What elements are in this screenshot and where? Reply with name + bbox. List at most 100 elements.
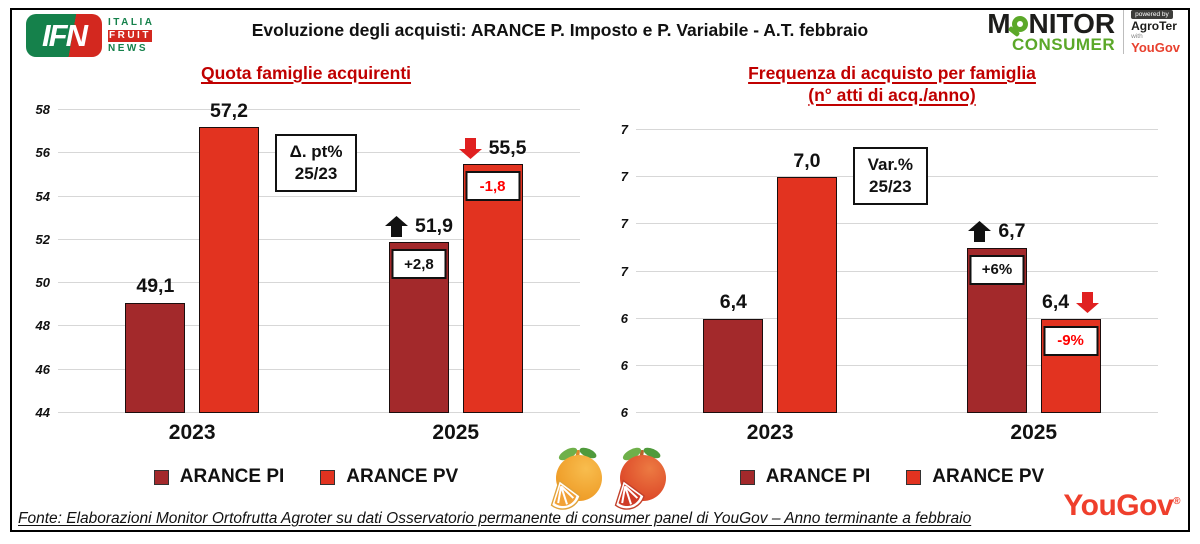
y-axis-tick-label: 50 — [35, 275, 50, 291]
bar-value-text: 49,1 — [136, 275, 175, 298]
y-axis-tick-label: 56 — [35, 145, 50, 161]
gridline — [58, 412, 580, 413]
bar-value-label: 6,4 — [648, 291, 818, 315]
bar-value-text: 57,2 — [209, 99, 248, 122]
monitor-consumer-logo: M NITOR CONSUMER powered by AgroTer with … — [987, 10, 1180, 54]
legend-item-arance-pi: ARANCE PI — [153, 466, 284, 488]
y-axis-tick-label: 7 — [620, 216, 628, 232]
chart-panel-quota-famiglie: Quota famiglie acquirenti 58 56 54 52 50 48 46… — [18, 58, 594, 510]
legend-label-arance-pv: ARANCE PV — [346, 466, 459, 487]
bar-arance-pi-2023 — [703, 318, 764, 413]
ifn-logo: IFN ITALIA FRUIT NEWS — [26, 14, 154, 57]
down-arrow-icon — [458, 137, 482, 159]
change-badge: +6% — [969, 254, 1025, 285]
bar-value-label: 55,5 — [408, 136, 578, 160]
chart-title-quota-text: Quota famiglie acquirenti — [200, 63, 412, 83]
y-axis-tick-label: 7 — [620, 169, 628, 185]
change-badge: +2,8 — [391, 249, 447, 280]
chart-title-frequenza-line2: (n° atti di acq./anno) — [808, 85, 976, 105]
gridline — [58, 368, 580, 370]
legend-swatch-arance-pi — [153, 469, 169, 485]
bar-value-text: 55,5 — [488, 136, 527, 159]
bar-value-label: 7,0 — [722, 149, 892, 173]
yougov-logo: YouGov® — [1063, 489, 1180, 523]
x-axis-category-label: 2023 — [168, 421, 216, 444]
x-axis-category-label: 2025 — [432, 421, 480, 444]
orange-icon — [550, 447, 602, 510]
note-line1: Δ. pt% — [289, 142, 343, 162]
comparison-note-box: Δ. pt% 25/23 — [274, 134, 358, 193]
bar-value-label: 51,9 — [334, 214, 504, 238]
ifn-badge-icon: IFN — [26, 14, 102, 57]
ifn-italia-label: ITALIA — [108, 16, 155, 28]
bar-value-label: 6,4 — [986, 291, 1156, 315]
bar-value-label: 57,2 — [144, 99, 314, 123]
y-axis-tick-label: 44 — [35, 405, 50, 420]
bar-arance-pi-2023 — [125, 302, 186, 413]
gridline — [58, 325, 580, 327]
gridline — [636, 364, 1158, 366]
monitor-consumer-wordmark: M NITOR CONSUMER — [987, 8, 1116, 54]
blood-orange-icon — [614, 447, 666, 510]
bar-value-text: 6,4 — [719, 291, 747, 314]
y-axis-tick-label: 54 — [35, 188, 50, 204]
gridline — [58, 195, 580, 197]
y-axis-tick-label: 6 — [620, 310, 628, 326]
y-axis-tick-label: 7 — [620, 122, 628, 137]
note-line2: 25/23 — [294, 164, 338, 184]
y-axis-tick-label: 46 — [35, 361, 50, 377]
orange-icons — [550, 447, 666, 510]
bar-arance-pv-2023 — [198, 127, 259, 413]
chart-title-frequenza: Frequenza di acquisto per famiglia (n° a… — [600, 62, 1184, 106]
down-arrow-icon — [1076, 292, 1100, 314]
bar-value-text: 6,7 — [998, 220, 1026, 243]
plot-area-quota: 58 56 54 52 50 48 46 44 2023 49,1 57,2 2025 51,9 +2,8… — [36, 100, 580, 444]
magnifier-icon — [1011, 16, 1028, 32]
monitor-word-m: M — [987, 8, 1011, 39]
gridline — [58, 109, 580, 110]
gridline — [58, 238, 580, 240]
with-label: with — [1131, 33, 1143, 40]
legend-swatch-arance-pv — [906, 469, 922, 485]
y-axis-tick-label: 58 — [35, 102, 50, 117]
gridline — [636, 317, 1158, 319]
y-axis-tick-label: 7 — [620, 263, 628, 279]
gridline — [636, 129, 1158, 130]
legend-item-arance-pi: ARANCE PI — [739, 466, 871, 488]
registered-mark: ® — [1173, 496, 1180, 507]
legend-swatch-arance-pv — [320, 469, 336, 485]
bar-value-label: 49,1 — [70, 275, 240, 299]
agroter-label: AgroTer — [1131, 19, 1177, 33]
y-axis-tick-label: 48 — [35, 318, 50, 334]
plot-area-frequenza: 7 7 7 7 6 6 6 2023 6,4 7,0 2025 6,7 +6% 6,4 -9% Var.% 25… — [621, 123, 1158, 444]
gridline — [636, 223, 1158, 225]
bar-value-text: 51,9 — [414, 214, 453, 237]
ifn-fruit-label: FRUIT — [108, 29, 152, 42]
chart-title-quota: Quota famiglie acquirenti — [18, 62, 594, 84]
monitor-logo-credits: powered by AgroTer with YouGov — [1123, 10, 1180, 54]
bar-value-text: 6,4 — [1042, 291, 1070, 314]
chart-panel-frequenza: Frequenza di acquisto per famiglia (n° a… — [600, 58, 1184, 510]
comparison-note-box: Var.% 25/23 — [852, 146, 928, 205]
up-arrow-icon — [384, 215, 408, 237]
consumer-word: CONSUMER — [1011, 35, 1116, 54]
legend-frequenza: ARANCE PI ARANCE PV — [600, 466, 1184, 488]
y-axis-tick-label: 6 — [620, 357, 628, 373]
up-arrow-icon — [968, 221, 992, 243]
monitor-word: M NITOR — [987, 8, 1115, 39]
y-axis-tick-label: 52 — [35, 231, 50, 247]
yougov-logo-text: YouGov — [1063, 489, 1174, 522]
bar-arance-pv-2025 — [462, 164, 523, 413]
note-line1: Var.% — [867, 154, 913, 174]
source-note: Fonte: Elaborazioni Monitor Ortofrutta A… — [18, 510, 972, 527]
legend-item-arance-pv: ARANCE PV — [906, 466, 1044, 488]
gridline — [636, 270, 1158, 272]
bar-arance-pv-2023 — [776, 177, 837, 413]
legend-label-arance-pi: ARANCE PI — [765, 466, 871, 487]
bar-value-label: 6,7 — [912, 220, 1082, 244]
oranges-illustration — [546, 444, 678, 512]
change-badge: -1,8 — [465, 171, 521, 202]
legend-quota: ARANCE PI ARANCE PV — [18, 466, 594, 488]
legend-swatch-arance-pi — [739, 469, 755, 485]
